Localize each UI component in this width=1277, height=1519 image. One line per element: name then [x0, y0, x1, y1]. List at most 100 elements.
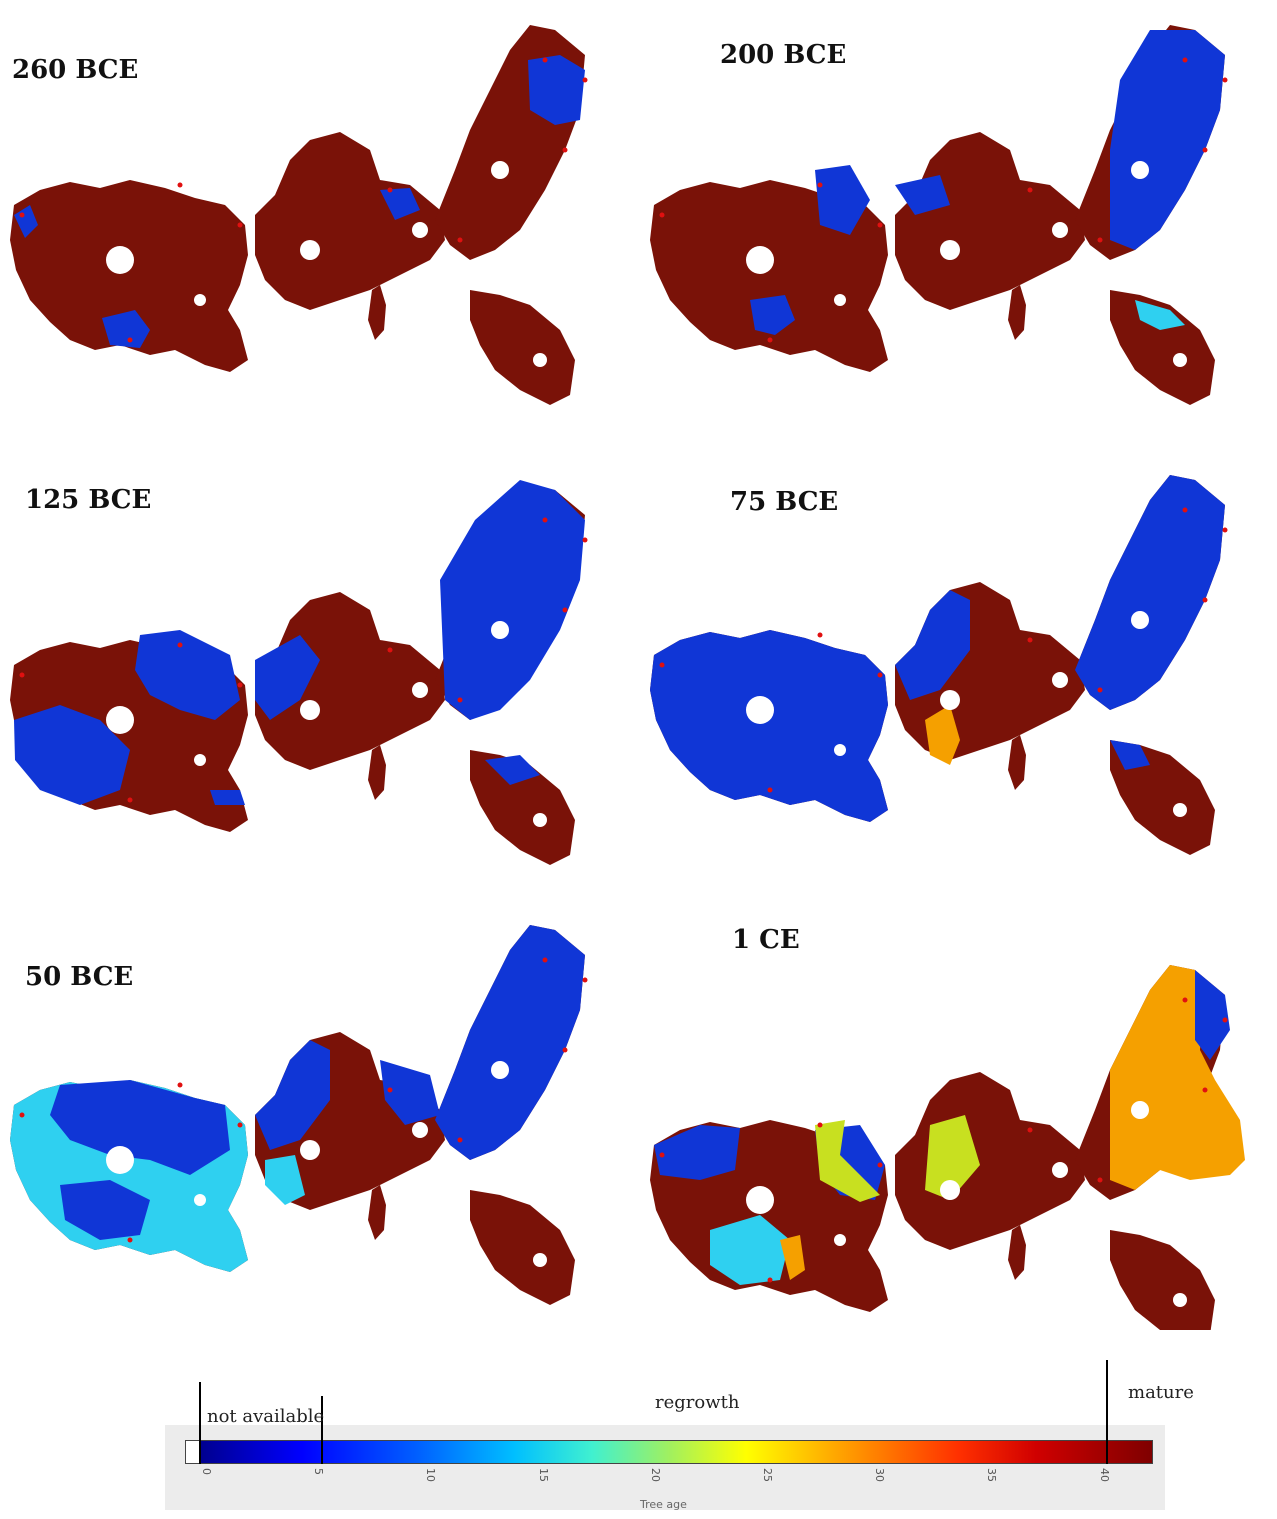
- forest-zone-regrowth-mid: [815, 1120, 880, 1202]
- settlement-marker: [582, 977, 588, 983]
- settlement-marker: [817, 1122, 823, 1128]
- forest-zone-not-available: [485, 755, 540, 785]
- settlement-marker: [19, 212, 25, 218]
- forest-zone-not-available: [380, 188, 420, 220]
- forest-zone-not-available: [135, 630, 240, 720]
- forest-zone-not-available: [1195, 970, 1230, 1060]
- terrain-gap: [300, 240, 320, 260]
- map-panel-200-bce: 200 BCE: [640, 0, 1260, 440]
- terrain-gap: [300, 700, 320, 720]
- not-available-end-line: [321, 1396, 323, 1464]
- settlement-marker: [457, 237, 463, 243]
- land-mid: [895, 1072, 1085, 1250]
- terrain-gap: [533, 1253, 547, 1267]
- settlement-marker: [817, 182, 823, 188]
- terrain-gap: [491, 621, 509, 639]
- terrain-gap: [1173, 803, 1187, 817]
- settlement-marker: [1097, 237, 1103, 243]
- settlement-marker: [1182, 507, 1188, 513]
- forest-zone-not-available: [14, 705, 130, 805]
- colorbar-background: [165, 1425, 1165, 1510]
- settlement-marker: [19, 1112, 25, 1118]
- settlement-marker: [387, 647, 393, 653]
- settlement-marker: [582, 537, 588, 543]
- forest-zone-not-available: [60, 1180, 150, 1240]
- settlement-marker: [1222, 77, 1228, 83]
- terrain-gap: [1131, 161, 1149, 179]
- forest-zone-regrowth-light: [265, 1155, 305, 1205]
- land-south: [470, 290, 575, 405]
- terrain-gap: [194, 1194, 206, 1206]
- legend-not-available: not available: [207, 1406, 325, 1427]
- settlement-marker: [1202, 147, 1208, 153]
- terrain-gap: [1052, 1162, 1068, 1178]
- terrain-gap: [1052, 222, 1068, 238]
- island-map: [650, 25, 1228, 405]
- settlement-marker: [817, 632, 823, 638]
- settlement-marker: [1222, 527, 1228, 533]
- tree-age-legend: not available regrowth mature 0 5 10 15 20 25…: [165, 1360, 1275, 1515]
- tick-label: 20: [648, 1468, 662, 1482]
- settlement-marker: [1202, 597, 1208, 603]
- forest-zone-not-available: [528, 55, 585, 125]
- terrain-gap: [1173, 353, 1187, 367]
- land-islet: [1008, 1225, 1026, 1280]
- terrain-gap: [300, 1140, 320, 1160]
- terrain-gap: [746, 246, 774, 274]
- terrain-gap: [106, 1146, 134, 1174]
- not-available-start-line: [199, 1382, 201, 1464]
- land-south: [470, 750, 575, 865]
- settlement-marker: [582, 77, 588, 83]
- terrain-gap: [106, 246, 134, 274]
- forest-zone-regrowth-late: [780, 1235, 805, 1280]
- forest-zone-regrowth-mid: [925, 1115, 980, 1200]
- terrain-gap: [746, 696, 774, 724]
- terrain-gap: [834, 1234, 846, 1246]
- forest-zone-not-available: [654, 1125, 740, 1180]
- settlement-marker: [877, 222, 883, 228]
- terrain-gap: [834, 294, 846, 306]
- settlement-marker: [1182, 57, 1188, 63]
- tick-label: 35: [985, 1468, 999, 1482]
- settlement-marker: [19, 672, 25, 678]
- mature-start-line: [1106, 1360, 1108, 1464]
- settlement-marker: [542, 957, 548, 963]
- forest-zone-not-available: [895, 175, 950, 215]
- forest-zone-regrowth-late: [925, 705, 960, 765]
- tick-label: 40: [1097, 1468, 1111, 1482]
- settlement-marker: [177, 642, 183, 648]
- forest-zone-not-available: [102, 310, 150, 348]
- land-south: [1110, 740, 1215, 855]
- panel-label: 125 BCE: [25, 485, 152, 515]
- terrain-gap: [106, 706, 134, 734]
- land-west: [10, 180, 248, 372]
- land-islet: [368, 1185, 386, 1240]
- land-south: [470, 1190, 575, 1305]
- settlement-marker: [877, 1162, 883, 1168]
- settlement-marker: [177, 182, 183, 188]
- forest-zone-not-available: [210, 790, 245, 805]
- terrain-gap: [412, 1122, 428, 1138]
- colorbar: [185, 1440, 1153, 1464]
- terrain-gap: [412, 222, 428, 238]
- forest-zone-not-available: [1110, 740, 1150, 770]
- land-mid: [255, 592, 445, 770]
- settlement-marker: [237, 222, 243, 228]
- settlement-marker: [877, 672, 883, 678]
- settlement-marker: [127, 797, 133, 803]
- forest-zone-not-available: [895, 590, 970, 700]
- settlement-marker: [1097, 687, 1103, 693]
- land-islet: [368, 745, 386, 800]
- forest-zone-not-available: [750, 295, 795, 335]
- settlement-marker: [562, 1047, 568, 1053]
- settlement-marker: [659, 662, 665, 668]
- settlement-marker: [1097, 1177, 1103, 1183]
- forest-zone-regrowth-light: [1135, 300, 1185, 330]
- terrain-gap: [194, 294, 206, 306]
- settlement-marker: [1027, 637, 1033, 643]
- terrain-gap: [491, 161, 509, 179]
- map-panel-75-bce: 75 BCE: [640, 440, 1260, 880]
- settlement-marker: [1027, 187, 1033, 193]
- island-map: [650, 965, 1245, 1330]
- tick-label: 15: [536, 1468, 550, 1482]
